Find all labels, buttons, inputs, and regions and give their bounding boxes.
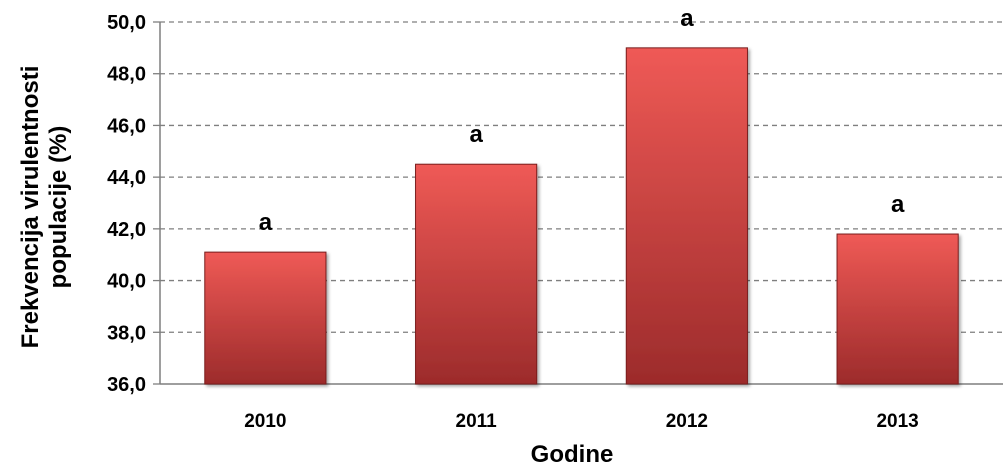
data-label-2010: a [259, 209, 273, 236]
y-tick-label: 38,0 [107, 322, 146, 344]
data-label-2013: a [891, 191, 905, 218]
x-tick-label-2013: 2013 [876, 411, 918, 432]
bar-2013 [836, 233, 959, 385]
y-tick-label: 44,0 [107, 167, 146, 189]
y-tick-labels: 36,0 38,0 40,0 42,0 44,0 46,0 48,0 50,0 [107, 12, 146, 396]
data-label-2011: a [469, 121, 483, 148]
bar-2011 [415, 163, 538, 385]
bar-2010 [204, 251, 327, 385]
bar-2012 [625, 47, 748, 385]
x-tick-label-2010: 2010 [244, 411, 286, 432]
data-labels: a a a a [259, 5, 905, 236]
y-tick-label: 36,0 [107, 374, 146, 396]
x-tick-labels: 2010 2011 2012 2013 [244, 411, 919, 432]
y-tick-label: 48,0 [107, 64, 146, 86]
y-axis-title-line-2: populacije (%) [45, 126, 72, 289]
bars [204, 47, 959, 385]
y-tick-label: 46,0 [107, 115, 146, 137]
x-tick-label-2011: 2011 [456, 411, 498, 432]
x-tick-label-2012: 2012 [666, 411, 708, 432]
data-label-2012: a [680, 5, 694, 32]
y-tick-label: 42,0 [107, 219, 146, 241]
x-axis-title: Godine [531, 441, 614, 468]
y-tick-label: 40,0 [107, 271, 146, 293]
y-tick-label: 50,0 [107, 12, 146, 34]
y-axis-title-line-1: Frekvencija virulentnosti [17, 66, 44, 349]
y-axis-title: Frekvencija virulentnosti populacije (%) [17, 66, 72, 349]
